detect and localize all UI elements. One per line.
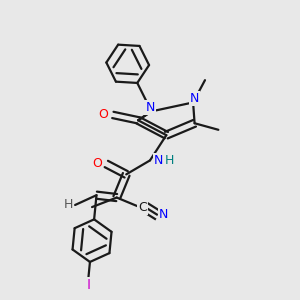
Text: H: H <box>64 199 73 212</box>
Text: N: N <box>190 92 199 105</box>
Text: H: H <box>165 154 174 167</box>
Text: C: C <box>138 201 147 214</box>
Text: N: N <box>159 208 168 221</box>
Text: O: O <box>92 158 102 170</box>
Text: I: I <box>86 278 91 292</box>
Text: N: N <box>154 154 163 167</box>
Text: O: O <box>98 108 108 122</box>
Text: N: N <box>145 101 155 114</box>
